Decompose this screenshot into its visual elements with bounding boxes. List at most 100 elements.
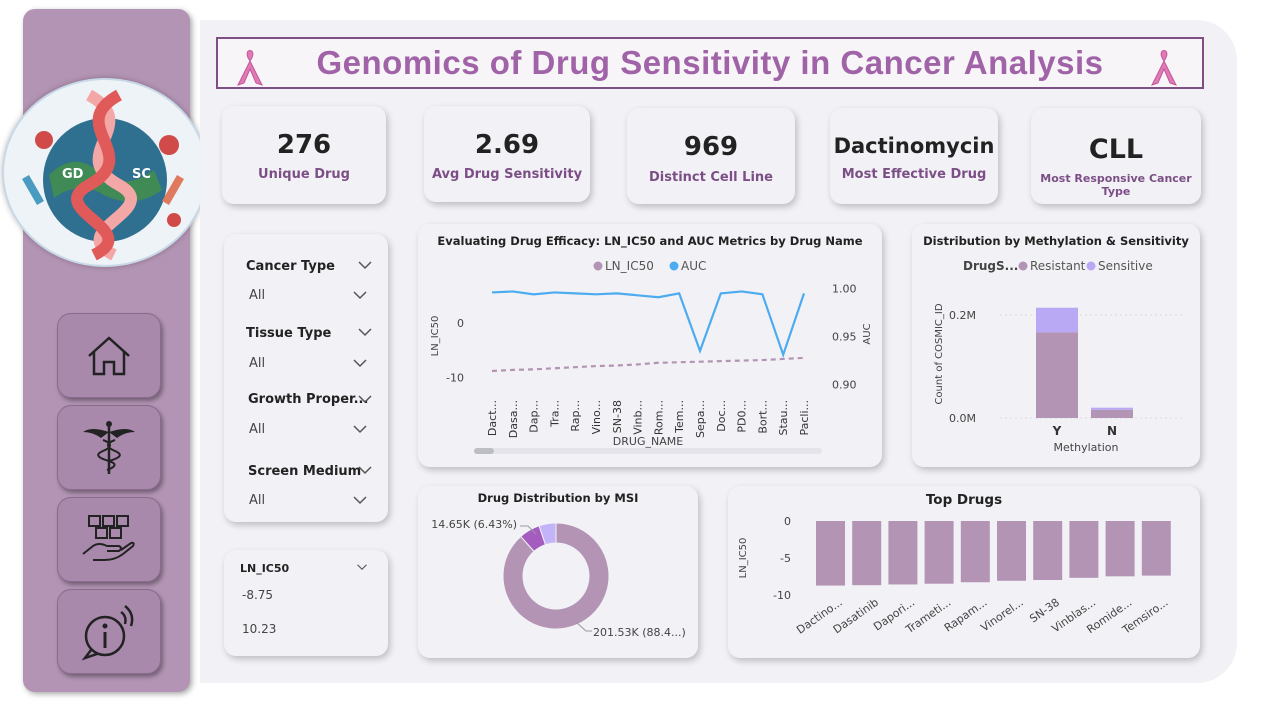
y-tick-label: -10 xyxy=(446,372,464,385)
chevron-down-icon[interactable] xyxy=(352,495,368,505)
filter-value[interactable]: All xyxy=(249,356,266,371)
y2-tick-label: 0.90 xyxy=(832,378,857,391)
top-drugs-chart: Top Drugs 0 -5 -10 LN_IC50 Dactino... Dasatin… xyxy=(728,486,1200,658)
nav-info-button[interactable] xyxy=(57,589,161,674)
range-max-input[interactable]: 10.23 xyxy=(242,622,277,636)
bar-6 xyxy=(1033,521,1063,581)
filter-title: Growth Proper... xyxy=(248,392,369,407)
donut-slice-2 xyxy=(538,522,557,546)
label-leader xyxy=(520,525,537,535)
kpi-unique-drug: 276 Unique Drug xyxy=(222,106,386,204)
bar-3 xyxy=(924,521,954,584)
bar-chart-svg: 0-5-10LN_IC50Dactino...DasatinibDapori..… xyxy=(738,515,1171,637)
bar-7 xyxy=(1069,521,1099,578)
y-tick-label: 0.2M xyxy=(949,309,976,322)
x-tick-label: Bort... xyxy=(756,400,769,434)
line-chart-svg: LN_IC50 AUC 0 -10 1.00 0.95 0.90 LN_IC50 AUC DRUG… xyxy=(430,259,873,454)
kpi-distinct-cell-line: 969 Distinct Cell Line xyxy=(627,108,795,204)
series-line-ln_ic50 xyxy=(491,356,805,373)
bar-2 xyxy=(888,521,918,585)
drug-efficacy-chart: Evaluating Drug Efficacy: LN_IC50 and AU… xyxy=(418,224,882,467)
chart-title: Evaluating Drug Efficacy: LN_IC50 and AU… xyxy=(437,234,863,248)
logo-text-left: GD xyxy=(62,167,84,182)
bar-8 xyxy=(1105,521,1135,577)
y-tick-label: -5 xyxy=(780,552,791,565)
legend-marker xyxy=(669,261,679,271)
kpi-label: Distinct Cell Line xyxy=(649,170,773,185)
bar-sensitive-Y xyxy=(1036,307,1078,333)
logo-text-right: SC xyxy=(132,167,151,182)
chevron-down-icon[interactable] xyxy=(357,394,373,404)
x-tick-label: Vinb... xyxy=(632,400,645,435)
range-min-input[interactable]: -8.75 xyxy=(242,588,274,602)
kpi-value: Dactinomycin xyxy=(833,134,995,158)
kpi-label: Most Responsive Cancer Type xyxy=(1040,172,1192,198)
nav-home-button[interactable] xyxy=(57,313,161,398)
kpi-label: Most Effective Drug xyxy=(841,167,987,182)
label-leader xyxy=(575,621,592,632)
legend-label: Resistant xyxy=(1030,259,1086,273)
y-tick-label: 0 xyxy=(784,515,791,528)
kpi-label: Unique Drug xyxy=(258,167,350,182)
msi-distribution-chart: Drug Distribution by MSI 14.65K (6.43%) 2… xyxy=(418,486,698,658)
legend-marker xyxy=(1018,261,1028,271)
x-tick-label: Vino... xyxy=(590,400,603,434)
ribbon-left-icon xyxy=(237,50,263,86)
filter-panel: Cancer Type All Tissue Type All Growth P… xyxy=(224,234,388,522)
chevron-down-icon[interactable] xyxy=(357,327,373,337)
legend-marker xyxy=(1086,261,1096,271)
nav-medical-button[interactable] xyxy=(57,405,161,490)
x-tick-label: Dasa... xyxy=(507,400,520,438)
home-icon xyxy=(88,335,130,375)
x-tick-label: Tra... xyxy=(548,400,561,428)
x-tick-label: Tem... xyxy=(673,400,686,434)
bar-resistant-Y xyxy=(1036,332,1078,418)
bar-1 xyxy=(852,521,882,586)
kpi-value: 969 xyxy=(683,132,739,162)
slice-label: 14.65K (6.43%) xyxy=(431,518,517,531)
x-tick-label: Sepa... xyxy=(694,400,707,438)
nav-supply-button[interactable] xyxy=(57,497,161,582)
chevron-down-icon[interactable] xyxy=(352,424,368,434)
filter-value[interactable]: All xyxy=(249,288,266,303)
bar-0 xyxy=(816,521,845,586)
caduceus-icon xyxy=(83,420,135,474)
chart-title: Distribution by Methylation & Sensitivit… xyxy=(923,234,1189,248)
legend-label: Sensitive xyxy=(1098,259,1153,273)
chevron-down-icon[interactable] xyxy=(357,465,373,475)
chevron-down-icon[interactable] xyxy=(352,290,368,300)
kpi-most-responsive-cancer: CLL Most Responsive Cancer Type xyxy=(1031,108,1201,204)
legend-label: LN_IC50 xyxy=(605,259,654,273)
chart-title: Drug Distribution by MSI xyxy=(477,491,639,505)
x-tick-label: Rap... xyxy=(569,400,582,432)
x-tick-label: N xyxy=(1107,424,1117,438)
kpi-value: 2.69 xyxy=(474,130,540,160)
x-tick-label: Dap... xyxy=(528,400,541,433)
filter-title: Cancer Type xyxy=(246,259,335,274)
kpi-value: CLL xyxy=(1088,134,1144,165)
bar-9 xyxy=(1141,521,1171,576)
page-title: Genomics of Drug Sensitivity in Cancer A… xyxy=(316,44,1104,81)
x-axis-title: Methylation xyxy=(1054,441,1119,454)
methylation-chart: Distribution by Methylation & Sensitivit… xyxy=(912,224,1200,467)
filter-title: Tissue Type xyxy=(246,326,332,341)
chevron-down-icon[interactable] xyxy=(356,562,368,572)
y2-axis-title: AUC xyxy=(862,323,873,344)
chevron-down-icon[interactable] xyxy=(357,260,373,270)
kpi-label: Avg Drug Sensitivity xyxy=(431,167,583,182)
x-tick-label: Doc... xyxy=(715,400,728,432)
x-tick-label: Y xyxy=(1052,424,1062,438)
x-tick-label: SN-38 xyxy=(611,400,624,433)
kpi-avg-sensitivity: 2.69 Avg Drug Sensitivity xyxy=(424,106,590,202)
legend-title: DrugS... xyxy=(963,259,1018,273)
chevron-down-icon[interactable] xyxy=(352,358,368,368)
legend-label: AUC xyxy=(681,259,706,273)
y-tick-label: -10 xyxy=(773,589,791,602)
y-axis-title: LN_IC50 xyxy=(738,538,749,579)
range-slicer-title: LN_IC50 xyxy=(240,562,290,575)
filter-value[interactable]: All xyxy=(249,422,266,437)
filter-value[interactable]: All xyxy=(249,493,266,508)
scrollbar-thumb[interactable] xyxy=(474,448,494,454)
x-tick-label: Pacli... xyxy=(798,400,811,436)
filter-title: Screen Medium xyxy=(248,464,362,479)
